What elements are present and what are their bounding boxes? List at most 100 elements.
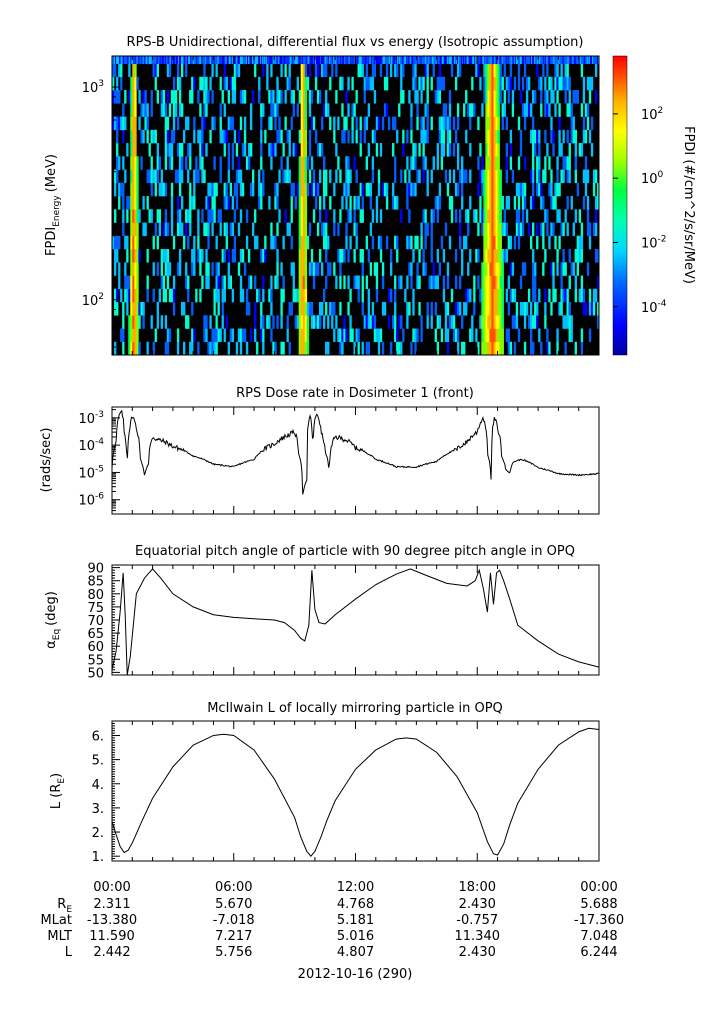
flux-cell-top [519, 56, 522, 65]
flux-cell [353, 249, 356, 263]
flux-cell [503, 249, 506, 263]
flux-cell [193, 249, 196, 263]
flux-cell [371, 235, 375, 250]
pitch-title: Equatorial pitch angle of particle with … [135, 544, 575, 559]
flux-cell [302, 76, 306, 91]
flux-cell [300, 235, 304, 250]
flux-cell [546, 90, 549, 104]
flux-cell-top [240, 56, 243, 65]
flux-cell [282, 169, 285, 184]
flux-cell [302, 275, 306, 290]
flux-cell [237, 63, 241, 78]
flux-cell [454, 328, 458, 343]
dose-y-axis: 10-610-510-410-3 [78, 409, 120, 515]
flux-cell [550, 76, 553, 91]
flux-cell [347, 302, 350, 316]
flux-cell [288, 341, 291, 356]
flux-cell [160, 262, 164, 276]
flux-cell [241, 143, 245, 157]
flux-cell [369, 262, 373, 276]
flux-cell [430, 76, 433, 91]
flux-cell-top [288, 56, 290, 65]
flux-cell-top [312, 56, 315, 65]
flux-cell [321, 116, 324, 131]
flux-cell [258, 169, 261, 184]
flux-cell [191, 328, 194, 343]
flux-cell [430, 315, 433, 329]
flux-cell [353, 196, 356, 210]
flux-cell [483, 63, 486, 78]
flux-cell [385, 63, 389, 78]
flux-cell [426, 129, 429, 144]
flux-cell [341, 129, 344, 144]
flux-cell [312, 315, 316, 329]
flux-cell [128, 328, 131, 343]
flux-cell [325, 90, 328, 104]
flux-cell-top [120, 56, 122, 65]
flux-cell [501, 76, 504, 91]
flux-cell [507, 275, 511, 290]
flux-cell [540, 76, 543, 91]
flux-cell [489, 235, 492, 250]
flux-cell [343, 116, 346, 131]
flux-cell [517, 76, 521, 91]
flux-cell [576, 249, 580, 263]
flux-cell [136, 209, 139, 223]
flux-cell-top [292, 56, 294, 65]
flux-cell-top [274, 56, 276, 65]
flux-cell [318, 169, 322, 184]
flux-cell-top [527, 56, 530, 65]
flux-cell [166, 63, 170, 78]
flux-cell-top [364, 56, 366, 65]
flux-cell [152, 341, 155, 356]
flux-cell-top [135, 56, 137, 65]
flux-cell-top [281, 56, 283, 65]
flux-cell [465, 169, 468, 184]
flux-cell [473, 275, 476, 290]
flux-cell [566, 315, 569, 329]
flux-cell [365, 156, 368, 170]
flux-cell [122, 103, 125, 117]
flux-cell-top [153, 56, 155, 65]
flux-cell [268, 288, 271, 303]
flux-cell [335, 90, 338, 104]
flux-cell [481, 302, 484, 316]
flux-cell [483, 90, 486, 104]
flux-cell [383, 302, 387, 316]
flux-cell [199, 156, 202, 170]
flux-cell [223, 129, 226, 144]
flux-cell-top [275, 56, 277, 65]
flux-cell [576, 235, 580, 250]
flux-cell [471, 328, 474, 343]
flux-cell [556, 169, 559, 184]
flux-cell [536, 156, 539, 170]
flux-cell [124, 275, 127, 290]
flux-cell [396, 63, 399, 78]
flux-cell [298, 288, 302, 303]
flux-cell [162, 103, 166, 117]
flux-cell [481, 222, 484, 237]
flux-cell [114, 262, 117, 276]
flux-cell [227, 90, 230, 104]
flux-cell [142, 90, 145, 104]
flux-cell-top [402, 56, 404, 65]
flux-cell [201, 129, 204, 144]
flux-cell-top [124, 56, 126, 65]
flux-cell [424, 235, 427, 250]
flux-cell-top [114, 56, 116, 65]
flux-cell-top [236, 56, 239, 65]
flux-cell [363, 76, 366, 91]
ephemeris-value: 11.340 [455, 929, 501, 944]
flux-cell [347, 76, 350, 91]
flux-cell [452, 143, 456, 157]
flux-cell [302, 222, 306, 237]
flux-cell [343, 315, 346, 329]
flux-cell-top [255, 56, 257, 65]
flux-cell [298, 328, 302, 343]
flux-cell-top [583, 56, 586, 65]
flux-cell [558, 209, 561, 223]
flux-cell [469, 143, 472, 157]
flux-cell-top [259, 56, 261, 65]
flux-cell-top [571, 56, 573, 65]
flux-cell [138, 116, 141, 131]
